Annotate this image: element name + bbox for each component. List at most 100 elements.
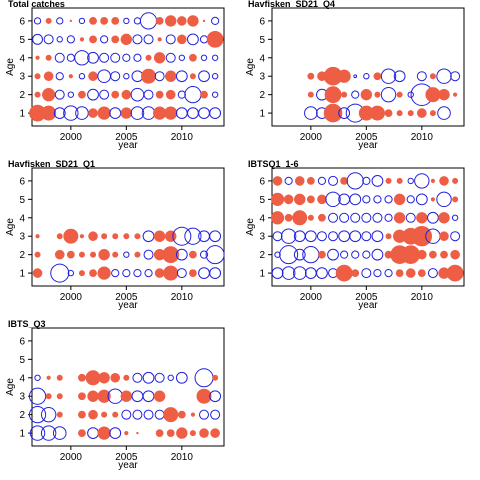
bubble-negative	[111, 268, 120, 278]
bubble-positive	[69, 19, 73, 23]
bubble-negative	[205, 245, 225, 265]
bubble-positive	[78, 251, 85, 258]
bubble-positive	[154, 268, 165, 278]
bubble-negative	[349, 193, 362, 206]
bubble-negative	[184, 227, 202, 245]
bubble-negative	[274, 251, 281, 258]
y-tick-label: 5	[259, 35, 265, 46]
bubble-positive	[35, 55, 40, 60]
bubble-negative	[143, 34, 154, 45]
bubble-positive	[66, 250, 75, 259]
y-tick-label: 3	[19, 72, 25, 83]
bubble-negative	[338, 230, 351, 243]
bubble-positive	[189, 250, 197, 259]
bubble-positive	[284, 213, 293, 222]
bubble-negative	[43, 34, 54, 45]
bubble-positive	[411, 226, 433, 247]
bubble-positive	[42, 88, 56, 102]
bubble-positive	[351, 269, 360, 277]
bubble-negative	[427, 268, 438, 279]
bubble-positive	[120, 33, 133, 46]
bubble-positive	[88, 409, 98, 420]
y-tick-label: 1	[19, 109, 25, 120]
x-tick-label: 2010	[171, 452, 194, 463]
bubble-negative	[406, 195, 415, 204]
bubble-positive	[407, 110, 414, 117]
bubble-negative	[133, 268, 142, 278]
bubble-negative	[177, 90, 186, 99]
bubble-negative	[199, 35, 209, 44]
bubble-positive	[396, 91, 403, 98]
y-tick-label: 4	[19, 213, 25, 224]
x-axis-label: year	[358, 300, 378, 311]
bubble-positive	[202, 19, 206, 23]
bubble-negative	[363, 73, 370, 80]
bubble-negative	[154, 409, 165, 420]
bubble-positive	[112, 233, 119, 240]
bubble-positive	[417, 249, 427, 260]
x-tick-label: 2010	[171, 292, 194, 303]
bubble-positive	[385, 177, 392, 184]
bubble-positive	[307, 72, 315, 80]
bubble-positive	[292, 210, 308, 226]
bubble-negative	[165, 34, 176, 45]
bubble-positive	[97, 106, 111, 120]
bubble-positive	[446, 264, 464, 282]
bubble-negative	[130, 87, 145, 102]
y-tick-label: 5	[19, 35, 25, 46]
bubble-negative	[40, 406, 57, 423]
plot-frame	[31, 7, 225, 127]
bubble-negative	[427, 211, 439, 224]
x-tick-label: 2005	[355, 132, 378, 143]
y-axis-label: Age	[5, 218, 16, 236]
bubble-negative	[325, 191, 341, 208]
y-tick-label: 5	[19, 195, 25, 206]
bubble-negative	[407, 177, 414, 185]
y-tick-label: 4	[259, 53, 265, 64]
bubble-positive	[306, 177, 315, 185]
bubble-positive	[124, 430, 129, 436]
bubble-negative	[362, 195, 371, 204]
bubble-negative	[172, 226, 192, 246]
bubble-negative	[351, 90, 360, 99]
bubble-positive	[123, 374, 130, 381]
bubble-negative	[144, 268, 153, 278]
bubble-positive	[134, 233, 141, 240]
bubble-negative	[122, 268, 131, 278]
bubble-positive	[112, 251, 119, 258]
bubble-negative	[28, 406, 47, 424]
bubble-negative	[109, 427, 122, 439]
bubble-negative	[143, 249, 154, 260]
bubble-negative	[176, 268, 187, 279]
bubble-positive	[272, 176, 283, 186]
bubble-negative	[272, 231, 283, 242]
bubble-positive	[177, 410, 186, 419]
bubble-positive	[134, 251, 141, 258]
bubble-negative	[56, 17, 64, 25]
bubble-negative	[175, 70, 188, 83]
bubble-positive	[199, 428, 209, 438]
bubble-positive	[78, 90, 86, 99]
bubble-positive	[45, 393, 52, 400]
bubble-negative	[437, 106, 451, 120]
y-tick-label: 4	[19, 373, 25, 384]
bubble-positive	[294, 176, 305, 186]
panel-2: Havfisken_SD21_Q4 2000 2005 2010 1 2 3 4 5 6 year A…	[245, 0, 465, 151]
bubble-positive	[335, 264, 353, 282]
bubble-negative	[338, 107, 351, 119]
bubble-positive	[153, 390, 166, 402]
bubble-positive	[56, 411, 63, 418]
bubble-positive	[385, 233, 392, 240]
bubble-positive	[416, 212, 428, 224]
x-tick-label: 2010	[171, 132, 194, 143]
bubble-positive	[78, 410, 86, 419]
bubble-positive	[120, 390, 133, 402]
bubble-negative	[211, 16, 220, 26]
bubble-positive	[89, 35, 97, 44]
bubble-positive	[68, 74, 73, 79]
bubble-negative	[209, 107, 222, 119]
bubble-positive	[166, 429, 175, 437]
panel-title: Havfisken_SD21_Q1	[8, 159, 95, 169]
bubble-negative	[133, 53, 142, 62]
